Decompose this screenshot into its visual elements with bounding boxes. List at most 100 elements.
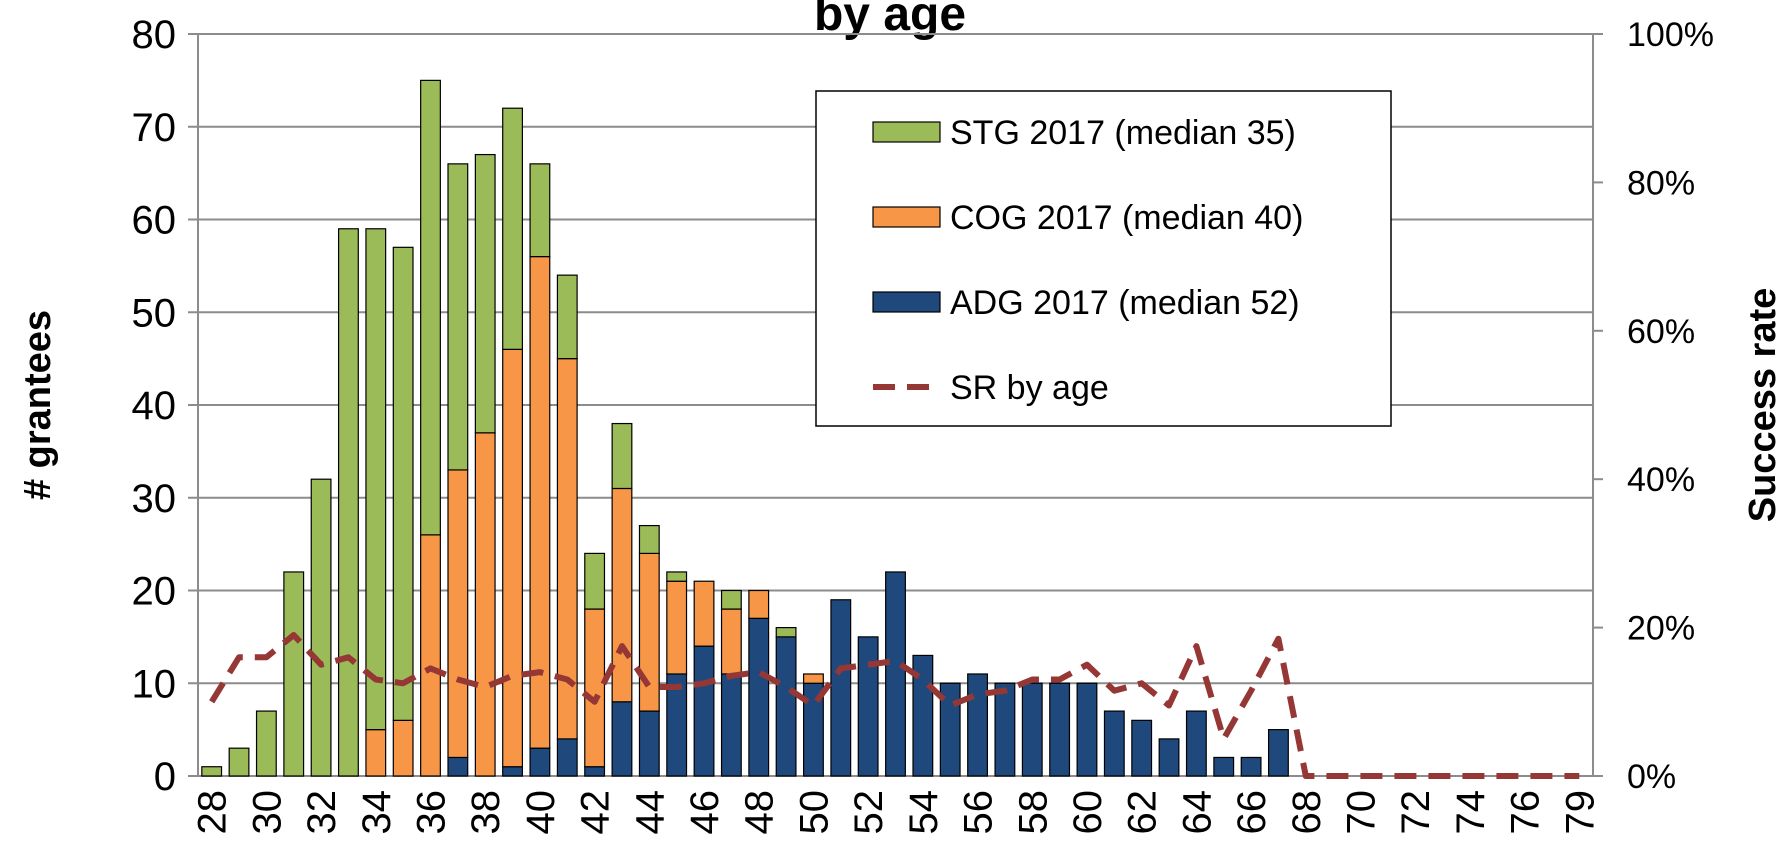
- bar: [775, 636, 797, 777]
- bar: [830, 599, 852, 777]
- bar: [365, 228, 387, 731]
- bar: [1076, 682, 1098, 777]
- bar: [857, 636, 879, 777]
- x-tick-label: 44: [628, 790, 672, 835]
- bar: [502, 107, 524, 350]
- legend-swatch: [872, 291, 941, 313]
- bar: [310, 478, 332, 777]
- bar: [1213, 756, 1235, 777]
- bar: [748, 617, 770, 777]
- bar: [720, 673, 742, 777]
- bar: [748, 589, 770, 619]
- bar: [1131, 719, 1153, 777]
- y2-tick-label: 40%: [1627, 461, 1695, 499]
- x-tick-label: 68: [1285, 790, 1329, 835]
- bar: [693, 580, 715, 647]
- legend-label: ADG 2017 (median 52): [950, 284, 1300, 322]
- x-tick-label: 30: [245, 790, 289, 835]
- y-tick-label: 50: [132, 291, 177, 335]
- y2-tick-label: 80%: [1627, 164, 1695, 202]
- bar: [201, 766, 223, 777]
- x-tick-label: 34: [355, 790, 399, 835]
- x-tick-label: 56: [957, 790, 1001, 835]
- bar: [1240, 756, 1262, 777]
- x-tick-label: 74: [1449, 790, 1493, 835]
- bar: [638, 710, 660, 777]
- bar: [474, 432, 496, 777]
- bar: [474, 153, 496, 434]
- bar: [611, 487, 633, 703]
- x-tick-label: 36: [410, 790, 454, 835]
- bar: [994, 682, 1016, 777]
- x-tick-label: 28: [191, 790, 235, 835]
- legend-box: [815, 90, 1392, 427]
- x-tick-label: 70: [1340, 790, 1384, 835]
- bar: [228, 747, 250, 777]
- bar: [1158, 738, 1180, 777]
- bar: [420, 79, 441, 536]
- legend-swatch: [872, 206, 941, 228]
- x-tick-label: 42: [574, 790, 618, 835]
- y-axis-label: # grantees: [17, 310, 59, 500]
- x-tick-label: 54: [902, 790, 946, 835]
- x-tick-label: 50: [792, 790, 836, 835]
- bar: [666, 571, 688, 582]
- x-tick-label: 52: [847, 790, 891, 835]
- bar: [1021, 682, 1043, 777]
- x-tick-label: 64: [1175, 790, 1219, 835]
- bar: [447, 163, 469, 471]
- x-tick-label: 32: [300, 790, 344, 835]
- x-tick-label: 66: [1230, 790, 1274, 835]
- legend-label: STG 2017 (median 35): [950, 114, 1296, 152]
- y-tick-label: 60: [132, 199, 177, 243]
- y-tick-label: 10: [132, 662, 177, 706]
- y-tick-label: 20: [132, 570, 177, 614]
- bar: [556, 274, 578, 360]
- bar: [337, 228, 359, 777]
- bar: [775, 626, 797, 638]
- y2-tick-label: 0%: [1627, 758, 1676, 796]
- bar: [584, 552, 606, 610]
- bar: [720, 608, 742, 675]
- bar: [638, 524, 660, 555]
- x-tick-label: 62: [1121, 790, 1165, 835]
- bar: [1185, 710, 1207, 777]
- legend-label: SR by age: [950, 369, 1109, 407]
- bar: [802, 673, 824, 684]
- bar: [392, 719, 414, 777]
- bar: [365, 729, 387, 777]
- y2-tick-label: 60%: [1627, 313, 1695, 351]
- x-tick-label: 40: [519, 790, 563, 835]
- x-tick-label: 58: [1011, 790, 1055, 835]
- bar: [638, 552, 660, 712]
- bar: [447, 469, 469, 759]
- y2-axis-label: Success rate: [1742, 288, 1778, 523]
- x-tick-label: 76: [1504, 790, 1548, 835]
- bar: [502, 348, 524, 768]
- bar: [502, 766, 524, 777]
- bar: [392, 246, 414, 721]
- bar: [967, 673, 989, 777]
- y-tick-label: 40: [132, 384, 177, 428]
- bar: [611, 422, 633, 490]
- bar: [1267, 729, 1289, 777]
- bar: [1049, 682, 1071, 777]
- x-tick-label: 38: [464, 790, 508, 835]
- y-tick-label: 0: [154, 755, 176, 799]
- y2-tick-label: 20%: [1627, 610, 1695, 648]
- bar: [1103, 710, 1125, 777]
- x-tick-label: 60: [1066, 790, 1110, 835]
- legend-swatch: [872, 121, 941, 143]
- y2-tick-label: 100%: [1627, 16, 1714, 54]
- bar: [584, 766, 606, 777]
- bar: [556, 738, 578, 777]
- bar: [584, 608, 606, 768]
- bar: [666, 580, 688, 675]
- bar: [693, 645, 715, 777]
- bar: [420, 534, 441, 777]
- bar: [885, 571, 906, 777]
- bar: [529, 163, 551, 258]
- x-tick-label: 46: [683, 790, 727, 835]
- bar: [611, 701, 633, 777]
